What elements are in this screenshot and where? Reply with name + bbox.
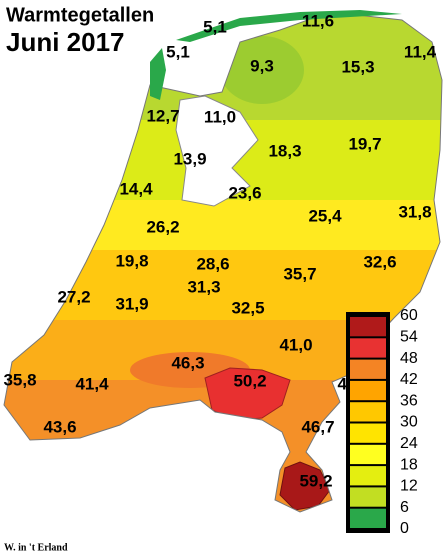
map-value-label: 5,1: [166, 42, 190, 61]
legend-swatch: [350, 444, 386, 465]
map-value-label: 46,3: [171, 353, 204, 372]
map-value-label: 19,8: [115, 251, 148, 270]
map-value-label: 32,5: [231, 298, 264, 317]
legend-tick-label: 30: [400, 414, 418, 431]
legend-swatch: [350, 338, 386, 358]
legend-tick-label: 48: [400, 350, 418, 367]
legend-tick-label: 36: [400, 392, 418, 409]
map-value-label: 35,8: [3, 370, 36, 389]
island: [150, 48, 166, 100]
map-value-label: 11,6: [302, 11, 334, 30]
map-value-label: 27,2: [57, 287, 90, 306]
map-value-label: 11,4: [404, 42, 437, 61]
map-value-label: 28,6: [196, 254, 229, 273]
map-value-label: 50,2: [233, 371, 266, 390]
map-value-label: 5,1: [203, 17, 227, 36]
legend-tick-label: 54: [400, 329, 418, 346]
map-value-label: 32,6: [363, 252, 396, 271]
map-value-label: 26,2: [146, 217, 179, 236]
island: [176, 10, 402, 42]
legend-tick-label: 12: [400, 478, 418, 495]
legend-tick-label: 60: [400, 307, 418, 324]
legend-swatch: [350, 380, 386, 401]
legend-swatch: [350, 317, 386, 337]
subtitle: Juni 2017: [6, 27, 125, 57]
title: Warmtegetallen: [6, 4, 154, 26]
legend-tick-label: 18: [400, 456, 418, 473]
legend-tick-label: 42: [400, 371, 418, 388]
map-value-label: 46,7: [301, 417, 334, 436]
map-value-label: 25,4: [308, 206, 342, 225]
map-value-label: 12,7: [146, 106, 179, 125]
map-value-label: 41,0: [279, 335, 312, 354]
map-value-label: 9,3: [250, 56, 274, 75]
map-value-label: 35,7: [283, 264, 316, 283]
map-value-label: 43,6: [43, 417, 76, 436]
map-value-label: 59,2: [299, 471, 332, 490]
legend-tick-label: 6: [400, 499, 409, 516]
legend-tick-label: 24: [400, 435, 418, 452]
legend-swatch: [350, 423, 386, 443]
legend-tick-label: 0: [400, 520, 409, 537]
legend-swatch: [350, 487, 386, 507]
map-value-label: 13,9: [173, 149, 206, 168]
map-value-label: 14,4: [119, 179, 153, 198]
map-value-label: 31,9: [115, 294, 148, 313]
map-value-label: 11,0: [204, 107, 236, 126]
legend-swatch: [350, 466, 386, 486]
map-value-label: 23,6: [228, 183, 261, 202]
credit: W. in 't Erland: [4, 542, 68, 553]
legend-swatch: [350, 402, 386, 422]
map-value-label: 19,7: [348, 134, 381, 153]
legend-swatch: [350, 359, 386, 379]
map-border: [3, 11, 443, 513]
map-value-label: 18,3: [268, 141, 301, 160]
legend-swatch: [350, 508, 386, 528]
ijsselmeer: [175, 95, 259, 207]
map-value-label: 31,3: [187, 277, 220, 296]
map-value-label: 41,4: [75, 374, 109, 393]
map-value-label: 15,3: [341, 57, 374, 76]
map-value-label: 31,8: [398, 202, 431, 221]
